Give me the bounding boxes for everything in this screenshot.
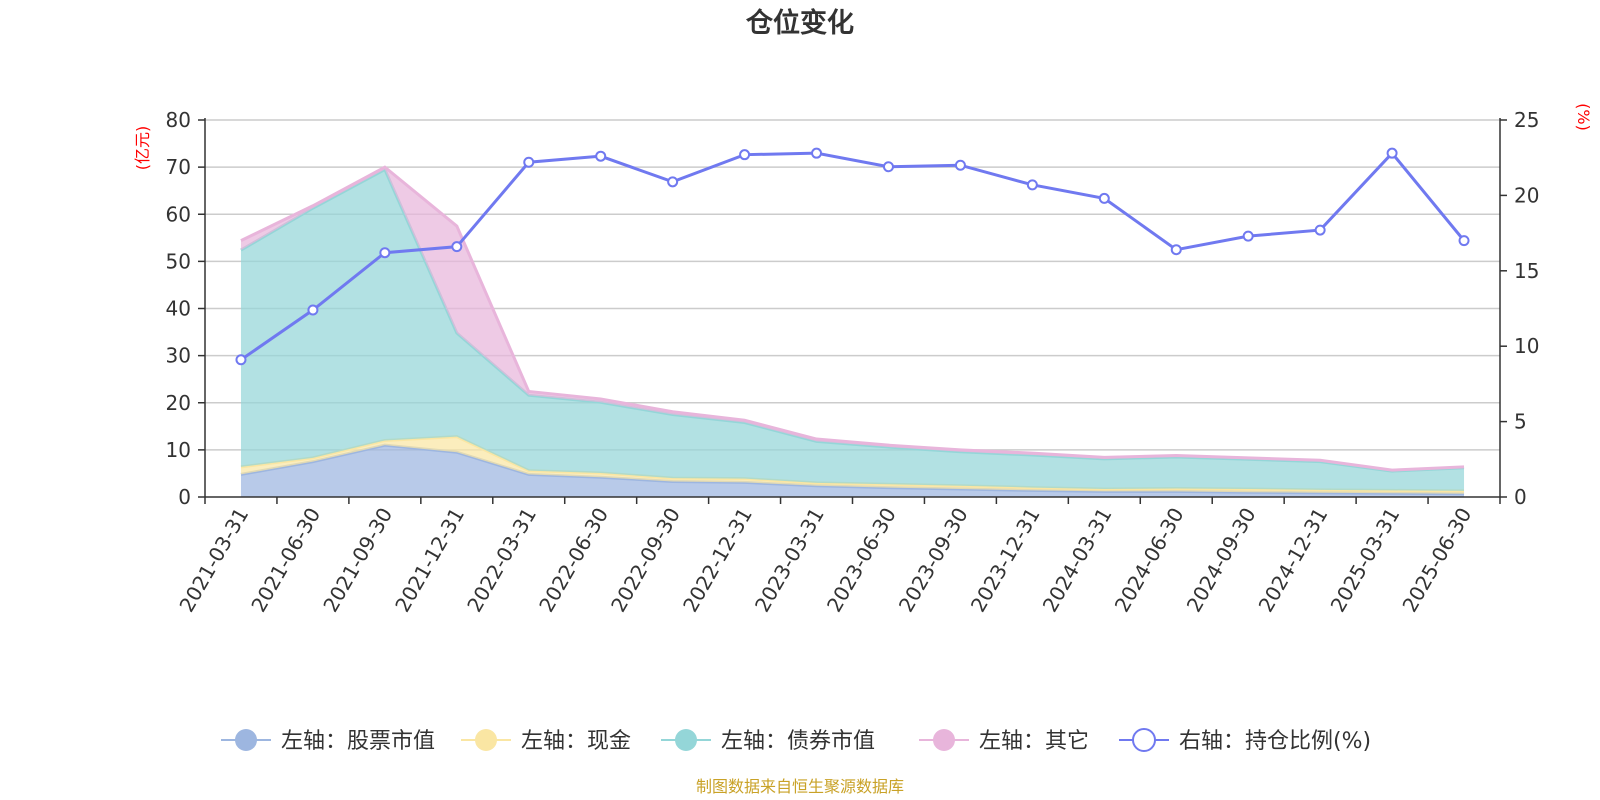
ratio-point [882, 161, 894, 173]
legend-item: 右轴：持仓比例(%) [1119, 728, 1371, 754]
ratio-point [1170, 244, 1182, 256]
data-source-note: 制图数据来自恒生聚源数据库 [696, 777, 904, 796]
legend-label: 右轴：持仓比例(%) [1179, 729, 1371, 754]
x-tick-label: 2024-03-31 [1038, 504, 1117, 617]
right-tick-label: 25 [1514, 108, 1539, 132]
left-tick-label: 70 [166, 155, 191, 179]
legend-item: 左轴：股票市值 [221, 729, 435, 754]
ratio-point [1098, 192, 1110, 204]
x-tick-label: 2021-06-30 [246, 504, 325, 617]
ratio-point [954, 159, 966, 171]
ratio-point [595, 150, 607, 162]
legend-label: 左轴：其它 [979, 729, 1089, 754]
legend-marker [235, 729, 257, 751]
ratio-line-path [240, 150, 1466, 362]
area-94d6d8 [240, 169, 1465, 491]
ratio-point [235, 354, 247, 366]
legend: 左轴：股票市值 左轴：现金 左轴：债券市值 左轴：其它 右轴：持仓比例(%) [221, 728, 1371, 754]
left-tick-label: 20 [166, 391, 191, 415]
ratio-point [451, 241, 463, 253]
legend-label: 左轴：股票市值 [281, 729, 435, 754]
left-tick-label: 40 [166, 297, 191, 321]
legend-item: 左轴：现金 [461, 729, 631, 754]
x-tick-label: 2023-12-31 [966, 504, 1045, 617]
right-tick-label: 20 [1514, 183, 1539, 207]
area-e8b5db [240, 167, 1465, 472]
x-tick-label: 2022-12-31 [678, 504, 757, 617]
stacked-areas [240, 165, 1465, 497]
x-tick-label: 2021-09-30 [318, 504, 397, 617]
left-axis-unit: (亿元) [133, 126, 152, 171]
legend-marker [1132, 728, 1156, 752]
right-axis-unit: (%) [1574, 103, 1593, 131]
left-tick-label: 0 [178, 485, 191, 509]
left-tick-label: 80 [166, 108, 191, 132]
x-tick-label: 2022-09-30 [606, 504, 685, 617]
left-tick-label: 10 [166, 438, 191, 462]
ratio-point [811, 147, 823, 159]
x-tick-label: 2023-03-31 [750, 504, 829, 617]
x-tick-label: 2025-06-30 [1397, 504, 1476, 617]
x-tick-label: 2021-12-31 [390, 504, 469, 617]
legend-label: 左轴：现金 [521, 729, 631, 754]
ratio-point [739, 149, 751, 161]
left-tick-label: 30 [166, 344, 191, 368]
x-tick-label: 2023-06-30 [822, 504, 901, 617]
x-tick-label: 2024-09-30 [1182, 504, 1261, 617]
x-tick-label: 2022-06-30 [534, 504, 613, 617]
right-tick-label: 5 [1514, 410, 1527, 434]
x-tick-label: 2024-12-31 [1254, 504, 1333, 617]
legend-label: 左轴：债券市值 [721, 729, 875, 754]
area-9db6e0 [240, 445, 1465, 497]
ratio-point [379, 247, 391, 259]
x-tick-label: 2021-03-31 [174, 504, 253, 617]
legend-marker [675, 729, 697, 751]
ratio-point [523, 156, 535, 168]
legend-item: 左轴：其它 [919, 729, 1089, 754]
ratio-point [307, 304, 319, 316]
area-edge [240, 165, 1465, 472]
position-ratio-line [235, 147, 1470, 366]
ratio-point [667, 176, 679, 188]
left-tick-label: 60 [166, 202, 191, 226]
ratio-point [1386, 147, 1398, 159]
legend-item: 左轴：债券市值 [661, 729, 875, 754]
chart-title: 仓位变化 [745, 7, 854, 39]
ratio-point [1026, 179, 1038, 191]
right-tick-label: 10 [1514, 334, 1539, 358]
x-tick-label: 2023-09-30 [894, 504, 973, 617]
ratio-point [1242, 230, 1254, 242]
x-tick-label: 2022-03-31 [462, 504, 541, 617]
ratio-point [1458, 235, 1470, 247]
ratio-point [1314, 224, 1326, 236]
legend-marker [475, 729, 497, 751]
right-tick-label: 0 [1514, 485, 1527, 509]
x-tick-label: 2024-06-30 [1110, 504, 1189, 617]
left-tick-label: 50 [166, 249, 191, 273]
legend-marker [933, 729, 955, 751]
x-tick-label: 2025-03-31 [1326, 504, 1405, 617]
right-tick-label: 15 [1514, 259, 1539, 283]
